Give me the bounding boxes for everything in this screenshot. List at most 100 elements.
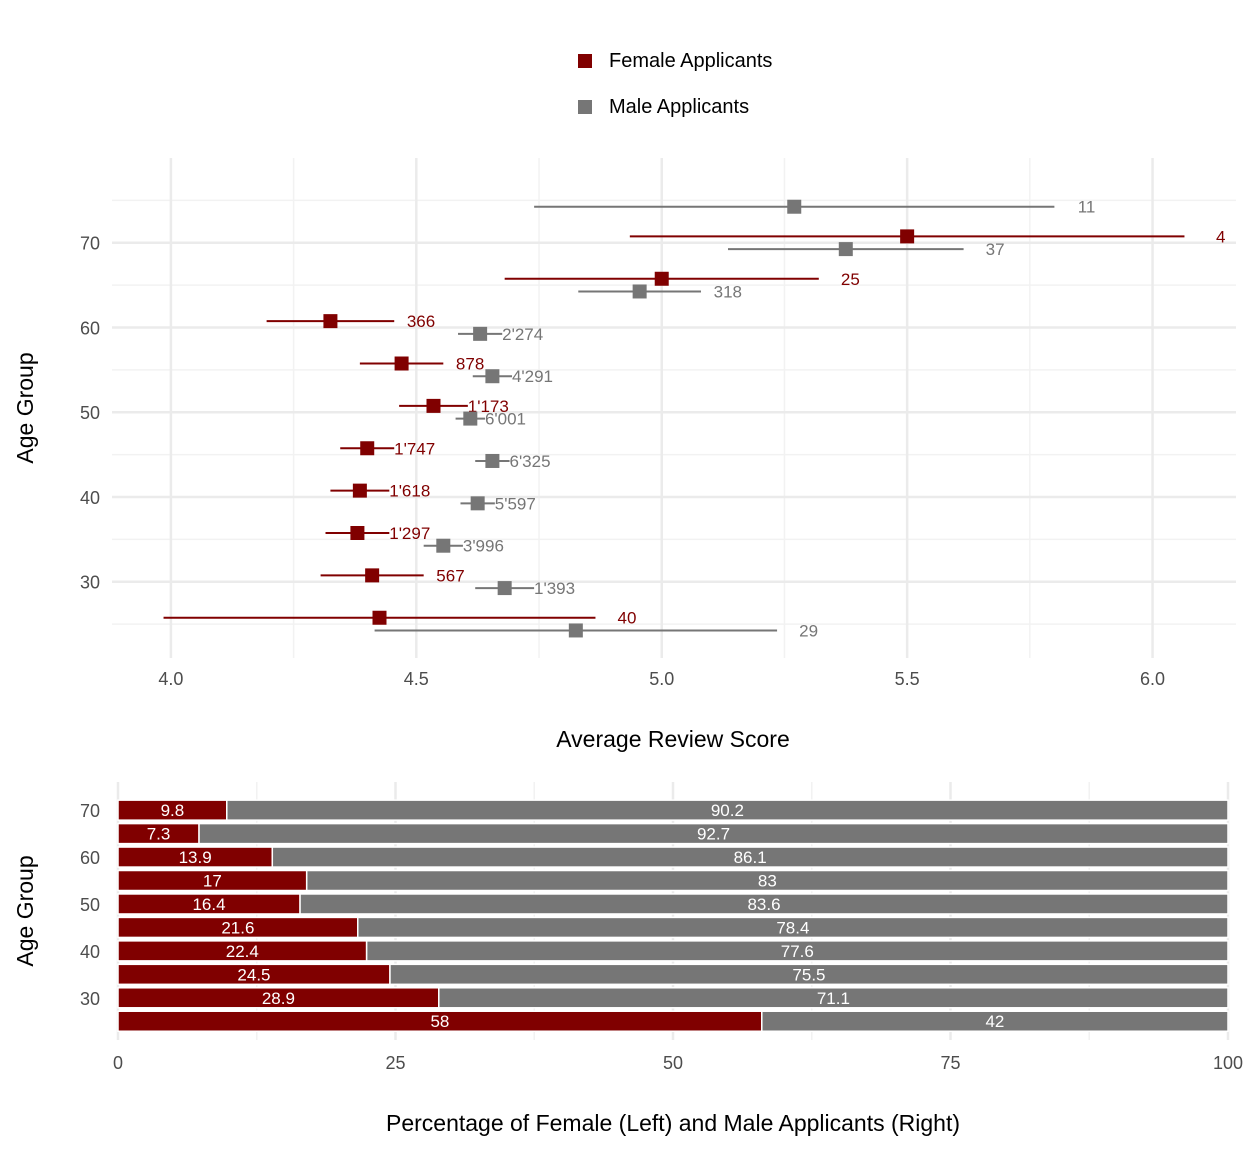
bottom-x-axis-title: Percentage of Female (Left) and Male App… <box>386 1110 960 1136</box>
female-share-label: 7.3 <box>147 825 171 844</box>
male-count-label: 37 <box>986 240 1005 259</box>
top-x-tick-label: 4.5 <box>404 669 429 689</box>
male-share-bar <box>198 822 1229 845</box>
female-count-label: 1'747 <box>394 439 435 458</box>
top-x-tick-label: 5.5 <box>895 669 920 689</box>
female-point <box>352 483 367 498</box>
male-share-bar <box>389 963 1229 986</box>
female-share-label: 13.9 <box>179 848 212 867</box>
female-count-label: 567 <box>436 566 464 585</box>
bottom-x-tick-label: 0 <box>113 1053 123 1073</box>
legend: Female Applicants Male Applicants <box>578 38 772 130</box>
male-point <box>838 242 853 257</box>
bottom-y-tick-label: 40 <box>80 942 100 962</box>
bottom-y-tick-label: 30 <box>80 989 100 1009</box>
male-point <box>632 284 647 299</box>
male-point <box>497 581 512 596</box>
male-count-label: 3'996 <box>463 537 504 556</box>
male-point <box>473 326 488 341</box>
male-share-label: 71.1 <box>817 989 850 1008</box>
top-x-axis-title: Average Review Score <box>556 726 790 752</box>
male-point <box>463 411 478 426</box>
legend-swatch-male <box>578 100 592 114</box>
male-point <box>485 369 500 384</box>
male-point <box>470 496 485 511</box>
male-count-label: 1'393 <box>534 579 575 598</box>
female-share-label: 58 <box>430 1012 449 1031</box>
top-x-tick-label: 6.0 <box>1140 669 1165 689</box>
male-count-label: 6'001 <box>485 410 526 429</box>
top-series-layer: 40 567 1'297 1'618 1'747 1'173 878 366 25 4 29 1'39… <box>163 198 1225 640</box>
male-share-bar <box>365 940 1229 962</box>
top-y-tick-label: 70 <box>80 234 100 254</box>
legend-item-female[interactable]: Female Applicants <box>578 38 772 84</box>
male-count-label: 29 <box>799 621 818 640</box>
female-share-label: 21.6 <box>221 918 254 937</box>
bottom-axes: 0 25 50 75 100 30 40 50 60 70 <box>80 801 1243 1073</box>
legend-item-male[interactable]: Male Applicants <box>578 84 772 130</box>
top-x-tick-label: 5.0 <box>649 669 674 689</box>
male-count-label: 318 <box>714 282 742 301</box>
female-point <box>394 356 409 371</box>
male-count-label: 4'291 <box>512 367 553 386</box>
female-count-label: 1'618 <box>389 482 430 501</box>
male-count-label: 11 <box>1078 198 1096 217</box>
male-share-label: 78.4 <box>776 918 809 937</box>
top-y-tick-label: 50 <box>80 403 100 423</box>
bottom-bars-layer: 58 42 28.9 71.1 24.5 75.5 22.4 77.6 21.6 78.4 16.4… <box>117 799 1229 1032</box>
bottom-x-tick-label: 75 <box>940 1053 960 1073</box>
male-share-bar <box>271 846 1229 868</box>
male-count-label: 6'325 <box>509 452 550 471</box>
male-share-bar <box>226 799 1229 821</box>
male-share-bar <box>438 987 1229 1009</box>
male-share-label: 83.6 <box>747 895 780 914</box>
male-share-label: 77.6 <box>781 942 814 961</box>
legend-label-female: Female Applicants <box>609 49 773 72</box>
bottom-chart-panel: 58 42 28.9 71.1 24.5 75.5 22.4 77.6 21.6 78.4 16.4… <box>12 782 1243 1136</box>
female-point <box>654 271 669 286</box>
legend-swatch-female <box>578 54 592 68</box>
male-point <box>787 199 802 214</box>
male-share-bar <box>299 893 1229 915</box>
female-point <box>323 314 338 329</box>
female-point <box>900 229 915 244</box>
male-point <box>436 538 451 553</box>
female-point <box>426 398 441 413</box>
top-chart-panel: 40 567 1'297 1'618 1'747 1'173 878 366 25 4 29 1'39… <box>12 158 1236 752</box>
male-share-label: 86.1 <box>734 848 767 867</box>
female-share-label: 9.8 <box>161 801 185 820</box>
male-share-label: 92.7 <box>697 825 730 844</box>
bottom-y-tick-label: 60 <box>80 848 100 868</box>
male-point <box>568 623 583 638</box>
male-point <box>485 453 500 468</box>
male-share-label: 75.5 <box>792 965 825 984</box>
female-count-label: 1'297 <box>389 524 430 543</box>
top-gridlines <box>112 158 1236 658</box>
bottom-x-tick-label: 100 <box>1213 1053 1243 1073</box>
bottom-x-tick-label: 50 <box>663 1053 683 1073</box>
legend-label-male: Male Applicants <box>609 95 750 118</box>
female-share-label: 22.4 <box>226 942 259 961</box>
bottom-y-axis-title: Age Group <box>12 855 38 966</box>
top-x-tick-label: 4.0 <box>158 669 183 689</box>
bottom-y-tick-label: 50 <box>80 895 100 915</box>
top-axes: 4.0 4.5 5.0 5.5 6.0 30 40 50 60 70 <box>80 234 1165 689</box>
top-y-axis-title: Age Group <box>12 352 38 463</box>
female-count-label: 878 <box>456 355 484 374</box>
male-share-bar <box>761 1010 1229 1032</box>
female-count-label: 366 <box>407 312 435 331</box>
female-point <box>350 526 365 540</box>
male-share-label: 83 <box>758 872 777 891</box>
female-share-label: 24.5 <box>237 965 270 984</box>
female-share-label: 28.9 <box>262 989 295 1008</box>
male-share-bar <box>357 916 1229 939</box>
bottom-x-tick-label: 25 <box>385 1053 405 1073</box>
female-point <box>365 568 380 583</box>
top-y-tick-label: 40 <box>80 488 100 508</box>
bottom-y-tick-label: 70 <box>80 801 100 821</box>
male-share-label: 42 <box>985 1012 1004 1031</box>
male-share-label: 90.2 <box>711 801 744 820</box>
female-count-label: 25 <box>841 270 860 289</box>
male-count-label: 2'274 <box>502 325 543 344</box>
